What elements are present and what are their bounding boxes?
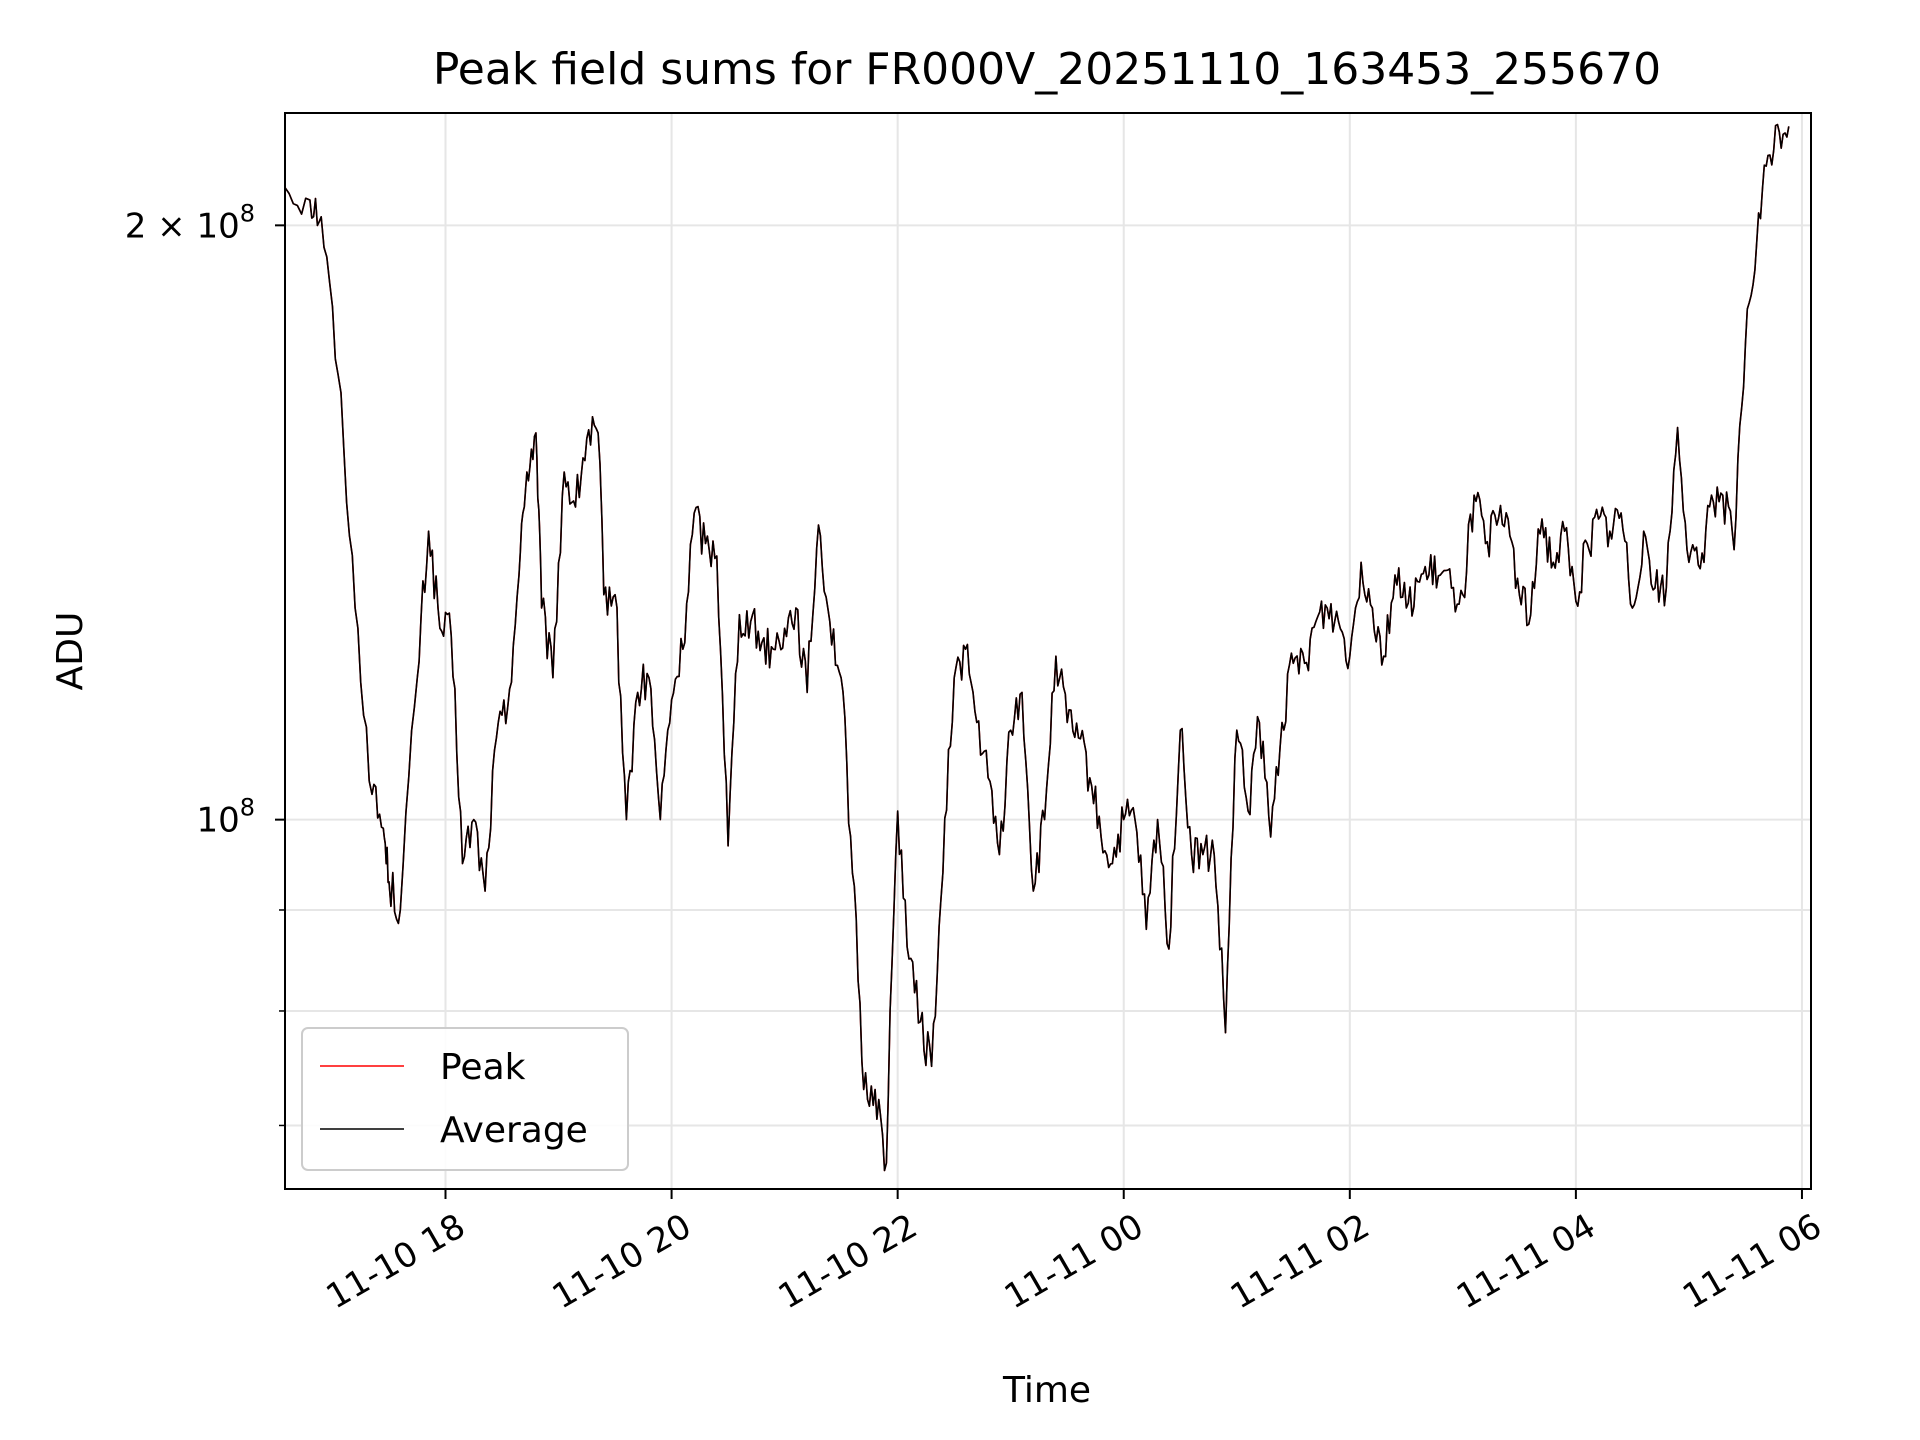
chart-title: Peak field sums for FR000V_20251110_1634…	[433, 44, 1661, 95]
x-axis-label: Time	[1002, 1370, 1091, 1411]
legend: Peak Average	[301, 1027, 629, 1171]
y-tick-label: 108	[196, 794, 255, 841]
series-line-average	[284, 123, 1790, 1172]
plot-frame	[284, 112, 1812, 1190]
legend-peak-label: Peak	[440, 1047, 526, 1088]
legend-box	[301, 1027, 629, 1171]
series-group	[284, 123, 1790, 1172]
y-axis-label: ADU	[50, 612, 91, 691]
y-tick-label: 2 × 108	[125, 199, 255, 246]
legend-average-label: Average	[440, 1110, 588, 1151]
